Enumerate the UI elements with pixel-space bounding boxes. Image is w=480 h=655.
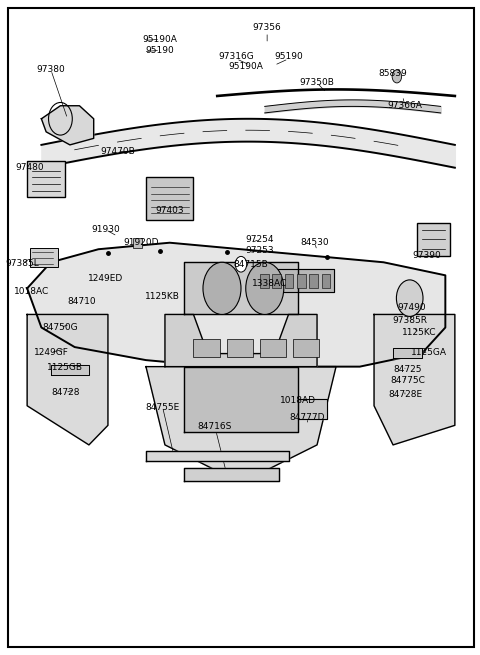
Text: 97356: 97356 — [253, 23, 281, 32]
Polygon shape — [27, 243, 445, 367]
Bar — [132, 238, 142, 248]
Text: 97480: 97480 — [15, 163, 44, 172]
Text: 95190A: 95190A — [143, 35, 178, 44]
Text: 84715B: 84715B — [233, 260, 268, 269]
Text: 97366A: 97366A — [387, 102, 422, 110]
Bar — [417, 223, 450, 255]
Polygon shape — [41, 105, 94, 145]
Polygon shape — [393, 348, 421, 358]
Text: 1018AD: 1018AD — [280, 396, 316, 405]
Text: 1249GF: 1249GF — [34, 348, 68, 357]
Bar — [322, 274, 330, 288]
Polygon shape — [165, 314, 317, 367]
Polygon shape — [51, 365, 89, 375]
Text: 97385R: 97385R — [392, 316, 427, 326]
Text: 97253: 97253 — [246, 246, 274, 255]
Text: 97390: 97390 — [412, 252, 441, 260]
Bar — [146, 178, 193, 220]
Text: 84777D: 84777D — [290, 413, 325, 422]
Polygon shape — [184, 367, 298, 432]
Polygon shape — [27, 314, 108, 445]
Text: 85839: 85839 — [379, 69, 408, 78]
Text: 97470B: 97470B — [100, 147, 135, 156]
Text: 1125KB: 1125KB — [145, 291, 180, 301]
Text: 1249ED: 1249ED — [88, 274, 123, 283]
Circle shape — [203, 262, 241, 314]
Bar — [285, 274, 293, 288]
Text: 91920D: 91920D — [123, 238, 159, 247]
Text: 97403: 97403 — [156, 206, 184, 215]
Text: 84725: 84725 — [393, 365, 421, 375]
Text: 84755E: 84755E — [145, 403, 180, 411]
Text: 1125GA: 1125GA — [411, 348, 447, 357]
Circle shape — [246, 262, 284, 314]
Text: 95190A: 95190A — [228, 62, 263, 71]
Text: 95190: 95190 — [274, 52, 303, 62]
Text: 97380: 97380 — [36, 66, 65, 75]
Text: 1338AC: 1338AC — [252, 278, 287, 288]
Circle shape — [392, 70, 402, 83]
Polygon shape — [258, 269, 334, 291]
Bar — [310, 274, 318, 288]
Polygon shape — [298, 400, 326, 419]
Bar — [272, 274, 281, 288]
Polygon shape — [184, 468, 279, 481]
Bar — [293, 339, 319, 357]
Polygon shape — [146, 367, 336, 471]
Text: 91930: 91930 — [91, 225, 120, 234]
Text: 97316G: 97316G — [218, 52, 254, 62]
Polygon shape — [146, 451, 288, 461]
Bar — [30, 248, 58, 267]
Text: 1125GB: 1125GB — [47, 364, 83, 373]
Text: 97385L: 97385L — [5, 259, 39, 268]
Circle shape — [396, 280, 423, 316]
Polygon shape — [184, 262, 298, 314]
Text: 84728: 84728 — [51, 388, 79, 397]
Text: 84710: 84710 — [68, 297, 96, 306]
Circle shape — [235, 256, 247, 272]
Text: 84750G: 84750G — [43, 323, 78, 332]
Text: 97254: 97254 — [246, 235, 274, 244]
Text: 84775C: 84775C — [390, 377, 425, 386]
Bar — [27, 161, 65, 197]
Bar — [260, 274, 269, 288]
Text: 97350B: 97350B — [300, 79, 335, 87]
Bar — [227, 339, 253, 357]
Text: 1018AC: 1018AC — [14, 287, 49, 296]
Bar — [193, 339, 220, 357]
Text: 84530: 84530 — [300, 238, 329, 247]
Polygon shape — [374, 314, 455, 445]
Bar — [260, 339, 286, 357]
Text: 84728E: 84728E — [388, 390, 422, 398]
Text: 1125KC: 1125KC — [402, 328, 436, 337]
Bar — [297, 274, 306, 288]
Text: 84716S: 84716S — [198, 422, 232, 431]
Text: 95190: 95190 — [146, 46, 175, 55]
Text: 97490: 97490 — [398, 303, 426, 312]
